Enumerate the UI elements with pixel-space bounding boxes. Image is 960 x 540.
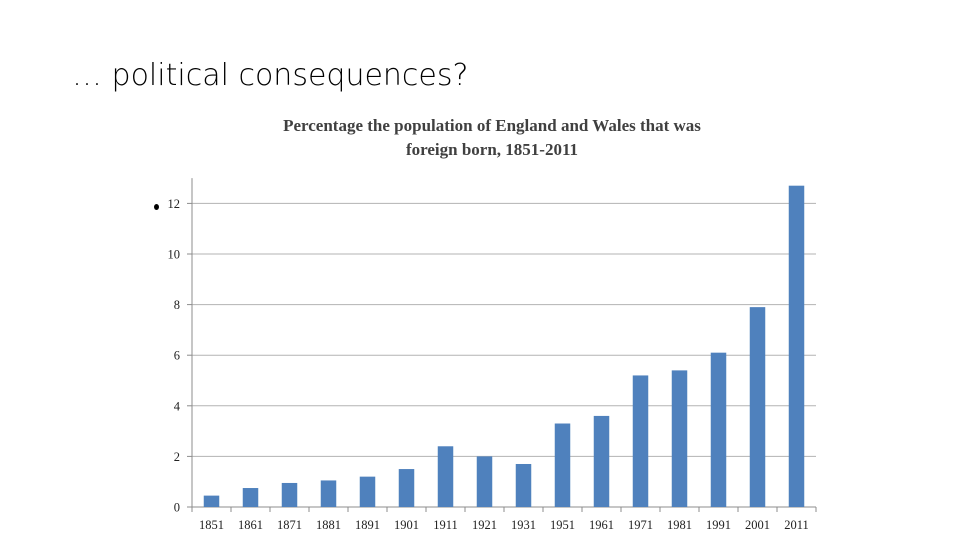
- bar-1951: [554, 423, 571, 507]
- bar-1851: [203, 495, 220, 507]
- x-tick-label-1971: 1971: [628, 518, 653, 532]
- y-tick-label-8: 8: [174, 298, 180, 312]
- bar-1891: [359, 476, 376, 507]
- bar-1881: [320, 480, 337, 507]
- x-tick-label-1871: 1871: [277, 518, 302, 532]
- y-axis-tick-labels: 0 2 4 6 8 10 12: [168, 197, 181, 515]
- bar-1981: [671, 370, 688, 507]
- x-tick-label-2011: 2011: [784, 518, 809, 532]
- bar-2001: [749, 307, 766, 507]
- bars: [203, 185, 805, 507]
- chart-title: Percentage the population of England and…: [283, 116, 701, 159]
- y-tick-label-10: 10: [168, 248, 181, 262]
- y-tick-label-2: 2: [174, 450, 180, 464]
- x-tick-label-1961: 1961: [589, 518, 614, 532]
- slide-title: … political consequences?: [72, 58, 469, 93]
- x-tick-label-1911: 1911: [433, 518, 458, 532]
- x-tick-label-1891: 1891: [355, 518, 380, 532]
- x-axis-tick-labels: 1851 1861 1871 1881 1891 1901 1911 1921 1931 1951…: [199, 518, 809, 532]
- bar-1991: [710, 352, 727, 507]
- chart-title-line-2: foreign born, 1851-2011: [406, 140, 578, 159]
- x-tick-label-1921: 1921: [472, 518, 497, 532]
- x-tick-label-1881: 1881: [316, 518, 341, 532]
- y-tick-label-0: 0: [174, 501, 180, 515]
- bar-1871: [281, 482, 298, 507]
- y-tick-label-12: 12: [168, 197, 181, 211]
- bar-1971: [632, 375, 649, 507]
- bullet-dot: [154, 204, 159, 210]
- x-tick-label-2001: 2001: [745, 518, 770, 532]
- y-tick-label-4: 4: [174, 399, 181, 413]
- bar-1901: [398, 469, 415, 507]
- x-tick-label-1991: 1991: [706, 518, 731, 532]
- x-tick-label-1901: 1901: [394, 518, 419, 532]
- x-tick-label-1981: 1981: [667, 518, 692, 532]
- bar-1921: [476, 456, 493, 507]
- bar-2011: [788, 185, 805, 507]
- x-tick-label-1861: 1861: [238, 518, 263, 532]
- y-tick-label-6: 6: [174, 349, 180, 363]
- x-tick-label-1931: 1931: [511, 518, 536, 532]
- x-tick-label-1951: 1951: [550, 518, 575, 532]
- x-tick-label-1851: 1851: [199, 518, 224, 532]
- bar-1911: [437, 446, 454, 507]
- bar-1861: [242, 488, 259, 507]
- bar-1961: [593, 415, 610, 507]
- chart-title-line-1: Percentage the population of England and…: [283, 116, 701, 135]
- bar-1931: [515, 463, 532, 507]
